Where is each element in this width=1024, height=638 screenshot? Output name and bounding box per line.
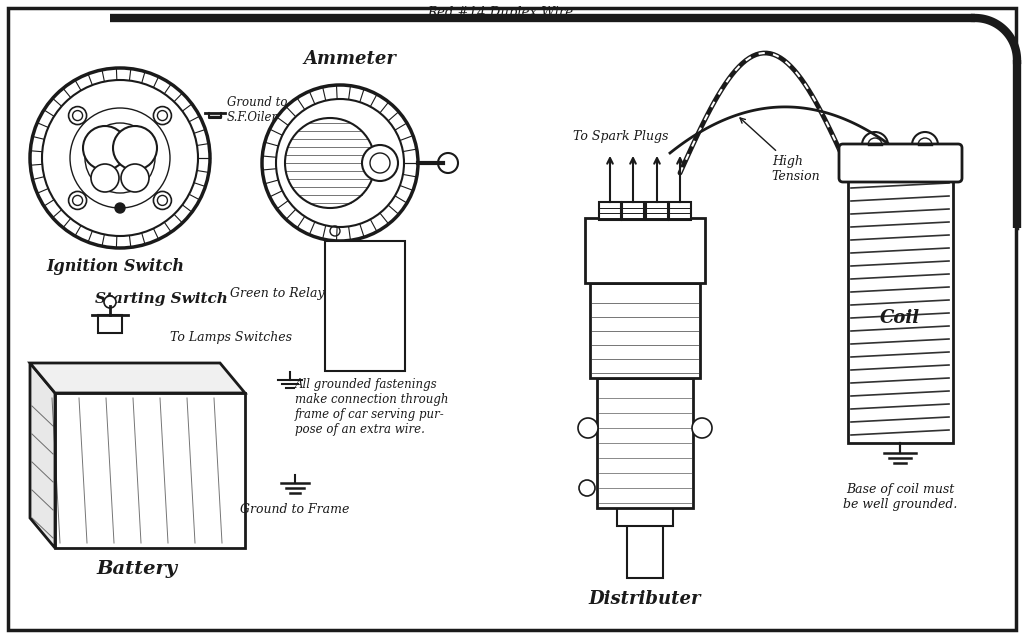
Circle shape: [285, 118, 375, 208]
Circle shape: [115, 203, 125, 213]
Circle shape: [69, 191, 87, 209]
Circle shape: [113, 126, 157, 170]
Text: Battery: Battery: [97, 560, 178, 578]
Circle shape: [42, 80, 198, 236]
Text: High
Tension: High Tension: [740, 118, 820, 183]
Circle shape: [438, 153, 458, 173]
Text: Ground to Frame: Ground to Frame: [241, 503, 349, 516]
Bar: [627, 523, 663, 578]
Circle shape: [121, 164, 150, 192]
Text: -: -: [182, 368, 187, 382]
Circle shape: [912, 132, 938, 158]
Bar: [597, 378, 693, 508]
Bar: [98, 315, 122, 333]
Text: Starting Switch: Starting Switch: [95, 292, 228, 306]
Circle shape: [134, 364, 156, 386]
Circle shape: [69, 107, 87, 124]
Circle shape: [104, 296, 116, 308]
Circle shape: [174, 364, 196, 386]
Text: To Lamps Switches: To Lamps Switches: [170, 332, 292, 345]
Bar: [617, 508, 673, 526]
Bar: [646, 202, 668, 220]
Circle shape: [154, 191, 171, 209]
Bar: [590, 283, 700, 378]
Text: Green to Relay: Green to Relay: [230, 286, 325, 299]
Circle shape: [578, 418, 598, 438]
Bar: [622, 202, 644, 220]
Polygon shape: [30, 363, 245, 393]
Bar: [669, 202, 691, 220]
Circle shape: [99, 364, 121, 386]
Text: Base of coil must
be well grounded.: Base of coil must be well grounded.: [843, 483, 957, 511]
Bar: [848, 173, 953, 443]
Text: Coil: Coil: [880, 309, 920, 327]
Circle shape: [692, 418, 712, 438]
Text: Ignition Switch: Ignition Switch: [46, 258, 184, 275]
Bar: [585, 218, 705, 283]
Text: Red #14 Duplex Wire: Red #14 Duplex Wire: [427, 6, 573, 19]
Bar: [599, 202, 621, 220]
Circle shape: [862, 132, 888, 158]
Text: Ground to
S.F.Oiler: Ground to S.F.Oiler: [227, 96, 288, 124]
Bar: [55, 393, 245, 548]
Circle shape: [63, 364, 86, 386]
Text: Distributer: Distributer: [589, 590, 701, 608]
Text: To Spark Plugs: To Spark Plugs: [573, 130, 669, 143]
Bar: [325, 241, 406, 371]
Text: +: +: [70, 369, 80, 382]
Circle shape: [83, 126, 127, 170]
Text: Ammeter: Ammeter: [303, 50, 396, 68]
FancyBboxPatch shape: [839, 144, 962, 182]
Circle shape: [154, 107, 171, 124]
Circle shape: [91, 164, 119, 192]
Circle shape: [579, 480, 595, 496]
Circle shape: [151, 369, 169, 387]
Circle shape: [276, 99, 404, 227]
Text: All grounded fastenings
make connection through
frame of car serving pur-
pose o: All grounded fastenings make connection …: [295, 378, 449, 436]
Circle shape: [116, 369, 134, 387]
Polygon shape: [30, 363, 55, 548]
Circle shape: [362, 145, 398, 181]
